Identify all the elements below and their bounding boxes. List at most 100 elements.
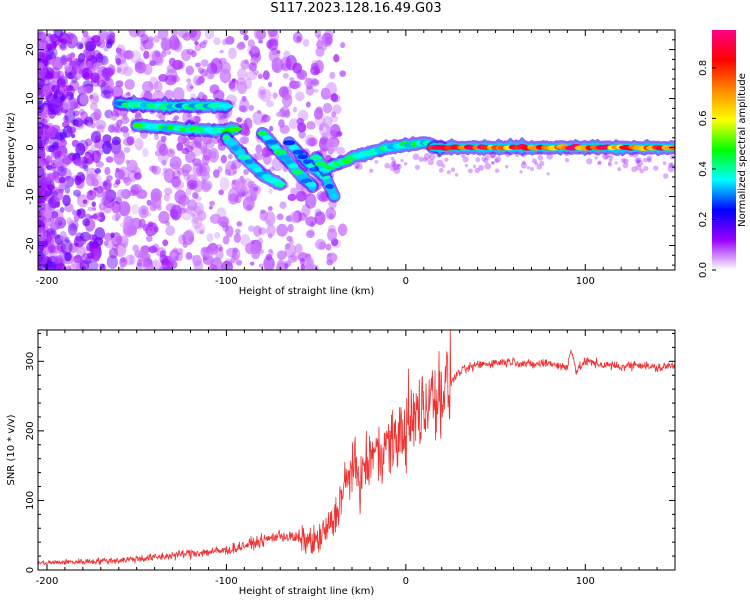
noise-blob	[276, 250, 287, 261]
noise-blob	[108, 247, 119, 259]
noise-blob	[124, 79, 135, 90]
noise-blob	[170, 260, 178, 269]
noise-blob	[67, 97, 79, 111]
ridge-spot	[292, 149, 304, 155]
noise-blob	[48, 48, 55, 56]
noise-blob	[374, 160, 379, 164]
ridge-spot	[288, 163, 299, 169]
noise-blob	[90, 130, 102, 144]
noise-blob	[91, 150, 102, 164]
noise-blob	[93, 236, 104, 247]
noise-blob	[235, 228, 241, 235]
noise-blob	[71, 65, 83, 81]
noise-blob	[166, 148, 176, 158]
noise-blob	[76, 245, 87, 258]
noise-blob	[165, 225, 175, 236]
ridge-spot	[303, 159, 312, 165]
noise-blob	[326, 126, 336, 134]
noise-blob	[54, 263, 67, 270]
noise-blob	[164, 187, 173, 196]
noise-blob	[65, 84, 74, 92]
colorbar-label: Normalized spectral amplitude	[737, 73, 748, 227]
noise-blob	[245, 70, 258, 81]
noise-blob	[53, 30, 64, 39]
noise-blob	[116, 69, 122, 74]
noise-blob	[50, 159, 55, 164]
noise-blob	[152, 165, 162, 176]
noise-blob	[154, 53, 164, 66]
noise-blob	[87, 60, 93, 68]
noise-blob	[586, 158, 593, 165]
noise-blob	[243, 34, 249, 41]
spectrogram-xtick-label: 0	[403, 276, 409, 287]
noise-blob	[257, 109, 262, 114]
noise-blob	[151, 165, 158, 174]
noise-blob	[120, 126, 129, 133]
noise-blob	[213, 37, 221, 46]
noise-blob	[236, 81, 248, 95]
noise-blob	[42, 229, 50, 237]
noise-blob	[91, 201, 96, 208]
noise-blob	[315, 106, 323, 115]
noise-blob	[126, 92, 131, 96]
noise-blob	[460, 153, 466, 158]
spectrogram-ytick-label: 0	[25, 144, 36, 150]
noise-blob	[103, 240, 109, 246]
noise-blob	[43, 105, 49, 110]
noise-blob	[62, 155, 73, 165]
noise-blob	[38, 30, 44, 40]
noise-blob	[184, 145, 194, 153]
spectrogram-xtick-label: -100	[215, 276, 238, 287]
noise-blob	[202, 39, 208, 45]
noise-blob	[326, 136, 339, 153]
noise-blob	[354, 166, 359, 170]
noise-blob	[271, 57, 284, 73]
noise-blob	[85, 242, 95, 252]
noise-blob	[324, 154, 330, 162]
noise-blob	[161, 39, 172, 51]
noise-blob	[74, 242, 79, 247]
noise-blob	[79, 111, 89, 120]
noise-blob	[142, 261, 148, 268]
ridge-spot	[219, 103, 233, 109]
noise-blob	[104, 232, 113, 242]
noise-blob	[89, 233, 95, 241]
noise-blob	[123, 226, 136, 236]
noise-blob	[98, 211, 105, 218]
noise-blob	[73, 117, 84, 128]
noise-blob	[622, 162, 629, 169]
noise-blob	[72, 209, 77, 216]
noise-blob	[160, 135, 167, 142]
noise-blob	[212, 169, 220, 178]
noise-blob	[314, 211, 326, 226]
noise-blob	[594, 156, 598, 160]
noise-blob	[64, 108, 76, 123]
noise-blob	[259, 88, 272, 103]
noise-blob	[162, 167, 168, 174]
noise-blob	[219, 49, 224, 54]
noise-blob	[539, 160, 545, 166]
noise-blob	[63, 36, 72, 43]
noise-blob	[94, 167, 102, 174]
noise-blob	[276, 223, 288, 237]
noise-blob	[45, 46, 58, 60]
noise-blob	[195, 142, 202, 149]
noise-blob	[38, 200, 41, 205]
noise-blob	[288, 118, 299, 130]
noise-blob	[322, 115, 333, 128]
noise-blob	[294, 243, 303, 254]
noise-blob	[51, 41, 57, 49]
noise-blob	[667, 165, 675, 173]
spectrogram-xtick-label: -200	[36, 276, 59, 287]
noise-blob	[483, 158, 489, 164]
noise-blob	[132, 244, 140, 253]
noise-blob	[467, 168, 473, 174]
noise-blob	[472, 164, 477, 169]
noise-blob	[162, 239, 169, 247]
noise-blob	[87, 206, 94, 212]
noise-blob	[73, 254, 83, 264]
noise-blob	[169, 249, 180, 262]
noise-blob	[47, 184, 55, 191]
noise-blob	[219, 215, 230, 228]
noise-blob	[180, 208, 193, 221]
